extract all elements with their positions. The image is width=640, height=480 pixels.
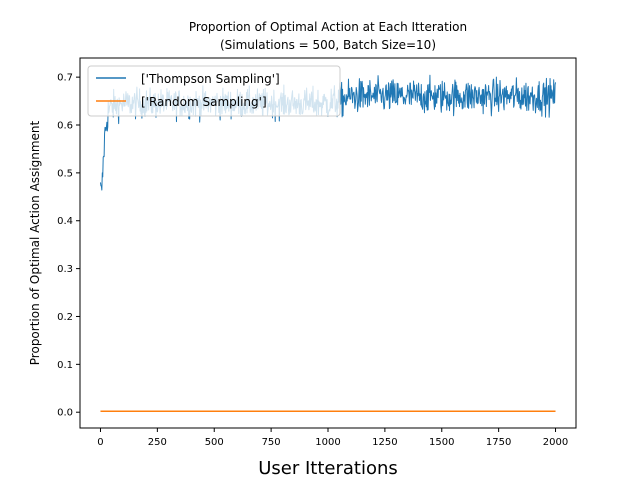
x-tick-label-750: 750 xyxy=(262,437,281,448)
y-tick-label-4: 0.4 xyxy=(57,216,73,227)
x-tick-label-0: 0 xyxy=(97,437,103,448)
y-tick-label-5: 0.5 xyxy=(57,168,73,179)
x-axis-label: User Itterations xyxy=(258,458,398,479)
x-tick-label-2000: 2000 xyxy=(543,437,568,448)
legend-label-thompson: ['Thompson Sampling'] xyxy=(141,72,280,86)
y-axis-label: Proportion of Optimal Action Assignment xyxy=(28,120,42,365)
x-tick-label-1000: 1000 xyxy=(315,437,340,448)
x-tick-label-1500: 1500 xyxy=(429,437,454,448)
y-tick-label-6: 0.6 xyxy=(57,121,73,132)
x-tick-label-250: 250 xyxy=(148,437,167,448)
y-tick-label-1: 0.1 xyxy=(57,360,73,371)
x-tick-label-500: 500 xyxy=(205,437,224,448)
y-axis: 0.0 0.1 0.2 0.3 0.4 0.5 0.6 0.7 xyxy=(57,73,80,419)
legend-box xyxy=(87,65,341,117)
x-tick-label-1750: 1750 xyxy=(486,437,511,448)
chart-title-line-1: Proportion of Optimal Action at Each Itt… xyxy=(189,20,467,34)
y-tick-label-3: 0.3 xyxy=(57,264,73,275)
y-tick-label-7: 0.7 xyxy=(57,73,73,84)
y-tick-label-2: 0.2 xyxy=(57,312,73,323)
legend-label-random: ['Random Sampling'] xyxy=(141,95,267,109)
chart-title-line-2: (Simulations = 500, Batch Size=10) xyxy=(220,38,436,52)
legend: ['Thompson Sampling'] ['Random Sampling'… xyxy=(87,65,341,117)
y-tick-label-0: 0.0 xyxy=(57,408,73,419)
x-axis: 0 250 500 750 1000 1250 1500 1750 2000 xyxy=(97,428,568,448)
x-tick-label-1250: 1250 xyxy=(372,437,397,448)
